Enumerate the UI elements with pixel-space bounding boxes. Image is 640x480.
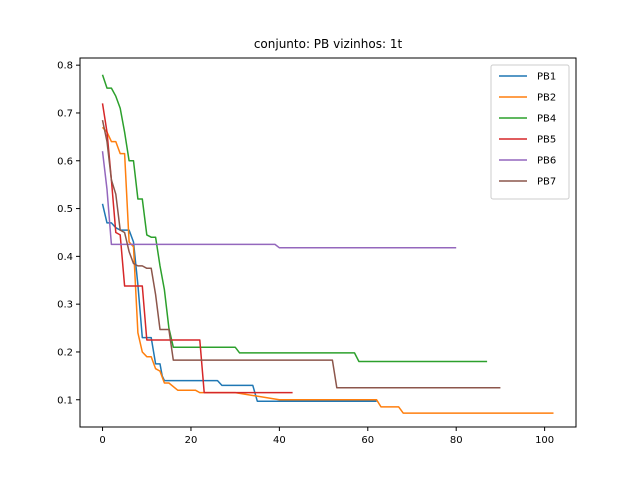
legend-label-pb6: PB6 — [537, 156, 556, 167]
x-tick-label: 60 — [361, 435, 374, 446]
legend-label-pb7: PB7 — [537, 177, 556, 188]
series-line-pb7 — [101, 119, 501, 389]
series-line-pb5 — [101, 103, 293, 394]
x-tick-label: 80 — [450, 435, 463, 446]
legend-label-pb5: PB5 — [537, 135, 556, 146]
legend-label-pb2: PB2 — [537, 93, 556, 104]
legend-label-pb1: PB1 — [537, 72, 556, 83]
series-line-pb1 — [101, 203, 377, 402]
legend-box — [490, 64, 570, 200]
x-tick-label: 100 — [535, 435, 554, 446]
series-line-pb2 — [101, 126, 554, 414]
x-tick-label: 40 — [273, 435, 286, 446]
axes-frame — [79, 57, 577, 428]
y-tick-label: 0.7 — [57, 108, 73, 119]
series-layer — [101, 74, 554, 414]
y-tick-label: 0.2 — [57, 347, 73, 358]
y-tick-label: 0.6 — [57, 156, 73, 167]
x-tick-label: 0 — [99, 435, 105, 446]
y-tick-label: 0.5 — [57, 204, 73, 215]
y-tick-label: 0.1 — [57, 395, 73, 406]
y-tick-label: 0.4 — [57, 252, 73, 263]
x-tick-label: 20 — [185, 435, 198, 446]
x-axis: 0 20 40 60 80 100 — [99, 427, 554, 446]
y-axis: 0.1 0.2 0.3 0.4 0.5 0.6 0.7 0.8 — [57, 61, 80, 406]
series-line-pb4 — [101, 74, 488, 363]
legend-label-pb4: PB4 — [537, 114, 556, 125]
y-tick-label: 0.3 — [57, 300, 73, 311]
y-tick-label: 0.8 — [57, 61, 73, 72]
chart-title: conjunto: PB vizinhos: 1t — [254, 37, 403, 51]
legend: PB1 PB2 PB4 PB5 PB6 PB7 — [490, 64, 570, 200]
series-line-pb6 — [101, 151, 457, 249]
